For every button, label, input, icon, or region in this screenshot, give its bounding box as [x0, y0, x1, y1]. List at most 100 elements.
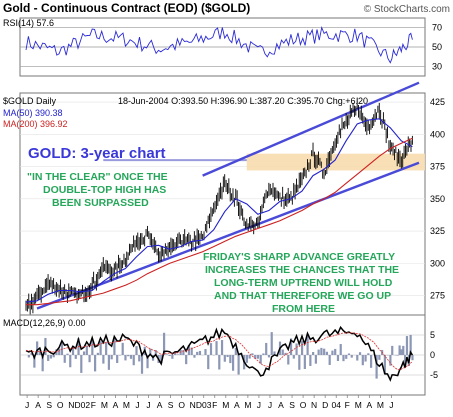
macd-histogram-bar: [262, 353, 265, 355]
macd-histogram-bar: [116, 355, 119, 363]
ma200-line: [26, 137, 413, 306]
macd-histogram-bar: [237, 355, 240, 375]
x-tick-label: M: [123, 400, 130, 410]
chart-header-title: Gold - Continuous Contract (EOD) ($GOLD): [3, 1, 250, 15]
macd-histogram-bar: [328, 355, 331, 365]
macd-histogram-bar: [317, 349, 320, 355]
macd-histogram-bar: [251, 353, 254, 355]
macd-label: MACD(12,26,9) 0.00: [3, 318, 86, 328]
macd-histogram-bar: [110, 355, 113, 360]
grid-layer: [20, 27, 425, 376]
x-tick-label: N: [190, 400, 196, 410]
macd-histogram-bar: [229, 355, 232, 364]
x-tick-label: D03: [196, 400, 212, 410]
x-tick-label: F: [91, 400, 96, 410]
macd-signal-line: [25, 332, 413, 371]
macd-histogram-bar: [323, 348, 326, 355]
x-tick-label: 04: [331, 400, 341, 410]
macd-histogram-bar: [342, 355, 345, 362]
rsi-line: [25, 26, 413, 64]
macd-histogram-bar: [80, 355, 83, 373]
macd-histogram-bar: [107, 355, 110, 370]
macd-histogram-bar: [63, 355, 66, 363]
macd-histogram-bar: [336, 355, 340, 361]
macd-histogram-bar: [369, 355, 373, 368]
x-tick-label: F: [345, 400, 350, 410]
macd-histogram-bar: [364, 355, 367, 362]
macd-histogram-bar: [289, 338, 293, 355]
ohlc-readout: 18-Jun-2004 O:393.50 H:396.90 L:387.20 C…: [118, 96, 368, 106]
macd-tick-label: -5: [430, 370, 438, 380]
macd-histogram-bar: [400, 349, 403, 355]
annotation-friday-line-2: INCREASES THE CHANCES THAT THE: [205, 264, 399, 276]
x-tick-label: A: [278, 400, 284, 410]
x-tick-label: A: [234, 400, 240, 410]
macd-histogram-bar: [254, 355, 257, 359]
macd-histogram-bar: [58, 348, 61, 355]
annotation-clear-line-1: "IN THE CLEAR" ONCE THE: [27, 171, 168, 183]
price-label: $GOLD Daily: [3, 96, 57, 106]
x-tick-label: F: [212, 400, 217, 410]
macd-histogram-bar: [36, 341, 39, 355]
macd-histogram-bar: [325, 351, 329, 355]
macd-histogram-bar: [121, 342, 124, 355]
annotation-clear-line-2: DOUBLE-TOP HIGH HAS: [43, 184, 166, 196]
x-tick-label: D02: [75, 400, 91, 410]
macd-histogram-bar: [138, 355, 141, 362]
macd-histogram-bar: [281, 349, 284, 355]
macd-tick-label: 0: [430, 350, 435, 360]
x-tick-label: J: [25, 400, 29, 410]
macd-histogram-bar: [171, 355, 174, 359]
x-tick-label: O: [57, 400, 64, 410]
macd-histogram-bar: [105, 341, 108, 355]
x-tick-label: A: [157, 400, 163, 410]
macd-histogram-bar: [350, 355, 353, 358]
x-tick-label: O: [300, 400, 307, 410]
macd-histogram-bar: [179, 349, 182, 355]
macd-histogram-bar: [204, 349, 207, 355]
x-tick-label: A: [35, 400, 41, 410]
macd-histogram-bar: [405, 336, 409, 355]
x-tick-label: J: [257, 400, 261, 410]
macd-histogram-bar: [248, 355, 251, 359]
macd-histogram-bar: [71, 346, 75, 355]
price-tick-label: 300: [430, 258, 445, 268]
macd-histogram-bar: [30, 352, 33, 355]
macd-histogram-bar: [146, 355, 149, 369]
macd-histogram-bar: [91, 340, 94, 355]
macd-histogram-bar: [402, 345, 405, 355]
macd-histogram-bar: [267, 355, 271, 358]
macd-histogram-bar: [52, 355, 55, 358]
macd-histogram-bar: [404, 355, 407, 366]
macd-histogram-bar: [314, 355, 317, 364]
rsi-tick-label: 50: [432, 42, 442, 52]
x-tick-label: M: [222, 400, 229, 410]
macd-histogram-bar: [259, 355, 262, 364]
macd-histogram-bar: [234, 347, 237, 355]
macd-histogram-bar: [347, 353, 351, 355]
macd-histogram-bar: [99, 341, 102, 355]
macd-histogram-bar: [127, 355, 130, 357]
x-tick-label: J: [146, 400, 150, 410]
macd-histogram-bar: [47, 355, 50, 361]
macd-histogram-bar: [27, 355, 30, 358]
x-tick-label: N: [68, 400, 74, 410]
macd-histogram-bar: [306, 336, 309, 355]
x-tick-label: D: [322, 400, 328, 410]
macd-histogram-bar: [85, 345, 88, 355]
annotation-clear-line-3: BEEN SURPASSED: [52, 197, 149, 209]
macd-histogram-bar: [345, 355, 348, 359]
annotation-friday-line-1: FRIDAY'S SHARP ADVANCE GREATLY: [203, 251, 395, 263]
macd-histogram-bar: [198, 350, 202, 355]
macd-histogram-bar: [287, 355, 290, 365]
macd-histogram-bar: [309, 355, 312, 366]
annotation-friday-line-4: AND THAT THEREFORE WE GO UP: [214, 290, 391, 302]
macd-line: [25, 325, 414, 382]
rsi-layer: [25, 26, 413, 64]
macd-histogram-bar: [168, 355, 171, 357]
macd-histogram-bar: [182, 350, 185, 355]
macd-histogram-bar: [378, 355, 381, 360]
macd-histogram-bar: [88, 355, 91, 363]
